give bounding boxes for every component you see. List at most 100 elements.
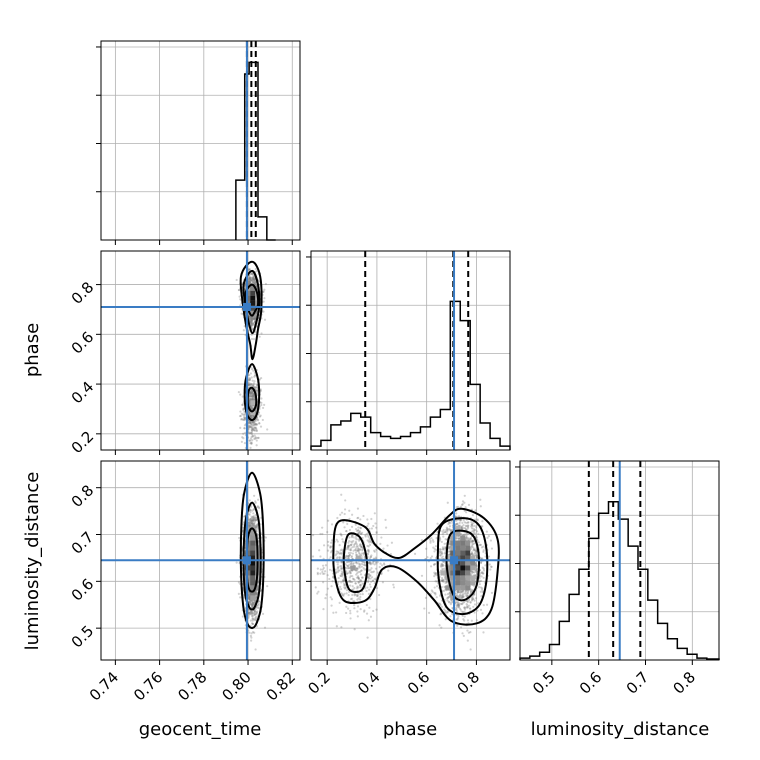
sample-point bbox=[251, 395, 254, 398]
sample-point bbox=[252, 317, 255, 320]
sample-point bbox=[253, 397, 256, 401]
sample-point bbox=[247, 597, 250, 600]
sample-point bbox=[254, 423, 257, 426]
sample-point bbox=[250, 604, 253, 607]
sample-point bbox=[251, 604, 254, 607]
sample-point bbox=[254, 423, 257, 426]
sample-point bbox=[262, 310, 265, 313]
sample-point bbox=[248, 519, 252, 522]
sample-point bbox=[255, 436, 258, 439]
sample-point bbox=[257, 580, 260, 584]
sample-point bbox=[254, 267, 257, 271]
sample-point bbox=[262, 300, 265, 303]
sample-point bbox=[250, 397, 253, 400]
sample-point bbox=[251, 392, 254, 395]
density-cell bbox=[250, 285, 256, 291]
histogram-panel-luminosity_distance bbox=[515, 460, 720, 665]
sample-point bbox=[250, 429, 254, 432]
sample-point bbox=[240, 312, 243, 315]
sample-point bbox=[257, 606, 260, 609]
sample-point bbox=[247, 524, 251, 527]
sample-point bbox=[252, 421, 255, 424]
sample-point bbox=[248, 383, 251, 386]
sample-point bbox=[251, 622, 255, 626]
sample-point bbox=[253, 317, 257, 320]
sample-point bbox=[250, 279, 254, 282]
sample-point bbox=[266, 585, 269, 588]
sample-point bbox=[251, 271, 254, 275]
sample-point bbox=[250, 519, 253, 522]
sample-point bbox=[241, 615, 244, 618]
sample-point bbox=[251, 384, 254, 387]
sample-point bbox=[254, 374, 257, 377]
sample-point bbox=[260, 401, 263, 404]
sample-point bbox=[255, 525, 258, 528]
sample-point bbox=[250, 395, 253, 398]
sample-point bbox=[250, 425, 253, 428]
sample-point bbox=[258, 378, 262, 381]
sample-point bbox=[248, 523, 252, 526]
sample-point bbox=[250, 324, 253, 327]
sample-point bbox=[260, 376, 263, 380]
sample-point bbox=[253, 420, 256, 423]
sample-point bbox=[247, 601, 251, 604]
sample-point bbox=[247, 282, 251, 285]
sample-point bbox=[249, 517, 252, 521]
sample-point bbox=[249, 600, 252, 603]
sample-point bbox=[248, 595, 251, 598]
sample-point bbox=[250, 391, 253, 394]
sample-point bbox=[248, 598, 251, 601]
sample-point bbox=[254, 374, 257, 377]
panel-content bbox=[101, 461, 300, 660]
sample-point bbox=[250, 320, 253, 323]
sample-point bbox=[254, 386, 257, 389]
density-cell bbox=[250, 305, 256, 311]
sample-point bbox=[256, 587, 259, 590]
sample-point bbox=[250, 279, 253, 283]
sample-point bbox=[252, 516, 256, 520]
sample-point bbox=[255, 611, 258, 615]
sample-point bbox=[248, 280, 251, 283]
sample-point bbox=[249, 425, 252, 428]
sample-point bbox=[249, 277, 252, 280]
sample-point bbox=[255, 270, 259, 273]
sample-point bbox=[240, 417, 243, 421]
sample-point bbox=[252, 414, 255, 417]
sample-point bbox=[253, 613, 257, 617]
sample-point bbox=[256, 389, 259, 393]
sample-point bbox=[253, 426, 256, 429]
sample-point bbox=[252, 618, 255, 621]
sample-point bbox=[253, 426, 256, 429]
sample-point bbox=[256, 610, 259, 613]
density-cell bbox=[250, 300, 256, 306]
sample-point bbox=[251, 397, 255, 400]
sample-point bbox=[248, 595, 251, 599]
sample-point bbox=[252, 321, 255, 324]
sample-point bbox=[251, 395, 254, 398]
sample-point bbox=[250, 431, 253, 434]
sample-point bbox=[249, 391, 252, 394]
sample-point bbox=[248, 596, 251, 599]
sample-point bbox=[251, 518, 254, 521]
sample-point bbox=[235, 278, 238, 282]
sample-point bbox=[250, 639, 253, 642]
sample-point bbox=[254, 608, 257, 611]
sample-point bbox=[254, 280, 257, 283]
sample-point bbox=[249, 420, 252, 423]
panel-frame bbox=[310, 250, 511, 451]
sample-point bbox=[252, 395, 255, 398]
sample-point bbox=[249, 446, 252, 449]
sample-point bbox=[253, 315, 257, 318]
sample-point bbox=[249, 602, 252, 606]
sample-point bbox=[252, 523, 256, 526]
sample-point bbox=[251, 317, 254, 320]
sample-point bbox=[250, 382, 253, 386]
sample-point bbox=[249, 432, 252, 435]
sample-point bbox=[249, 423, 253, 426]
sample-point bbox=[255, 524, 258, 527]
sample-point bbox=[250, 319, 253, 322]
sample-point bbox=[250, 392, 253, 395]
sample-point bbox=[250, 316, 253, 320]
sample-point bbox=[248, 425, 251, 428]
sample-point bbox=[249, 619, 252, 622]
